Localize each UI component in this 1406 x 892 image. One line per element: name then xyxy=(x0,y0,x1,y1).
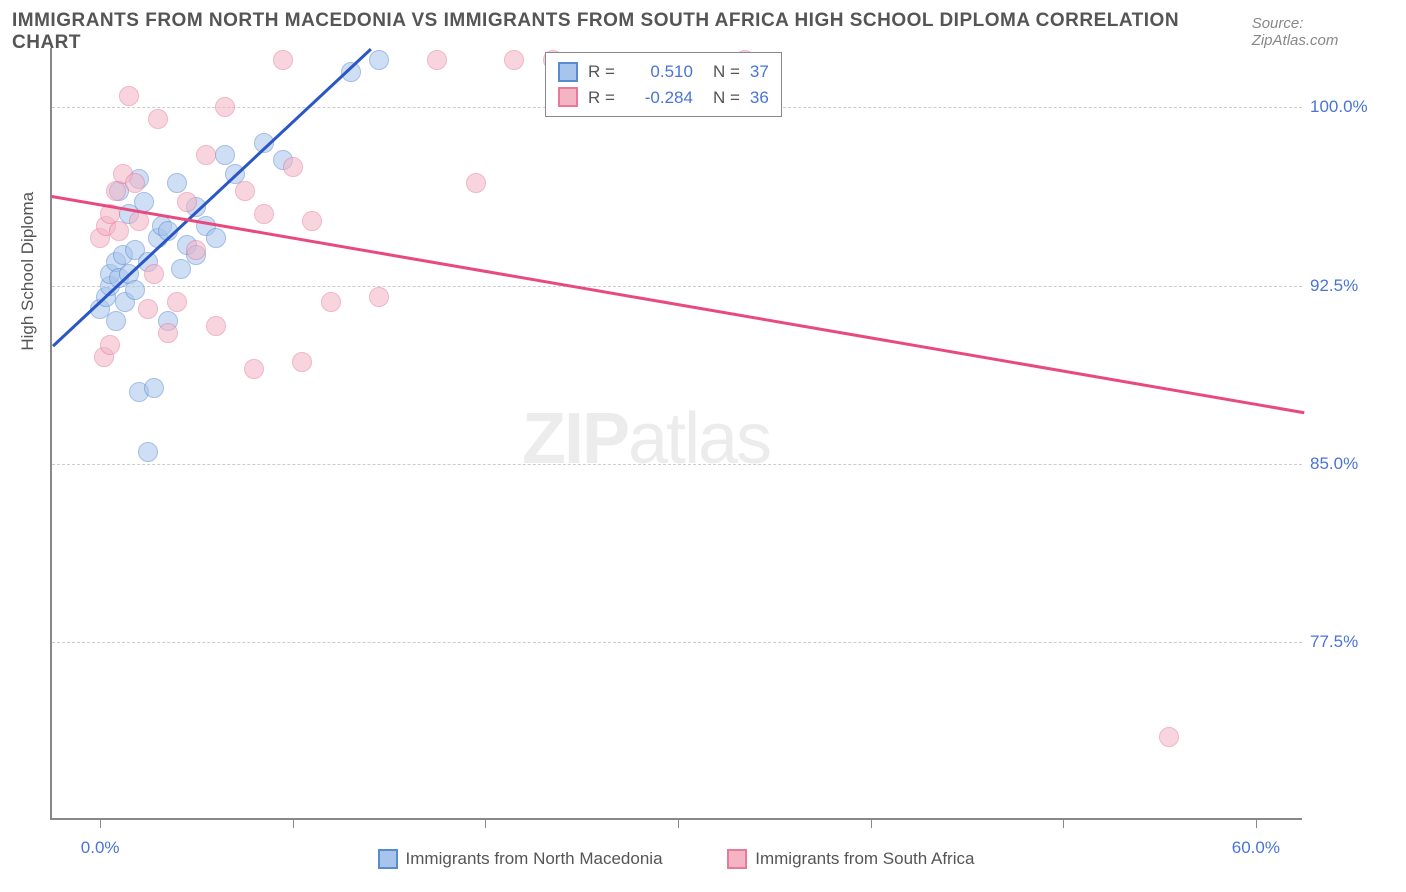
source-label: Source: ZipAtlas.com xyxy=(1252,15,1394,49)
scatter-point xyxy=(177,192,197,212)
scatter-point xyxy=(235,181,255,201)
legend-swatch xyxy=(558,87,578,107)
legend-label-a: Immigrants from North Macedonia xyxy=(406,849,663,869)
x-tick xyxy=(100,818,101,828)
r-label: R = xyxy=(588,59,615,85)
scatter-point xyxy=(171,259,191,279)
watermark: ZIPatlas xyxy=(522,398,770,480)
legend-swatch-a xyxy=(378,849,398,869)
legend-stats-row: R = 0.510 N = 37 xyxy=(558,59,769,85)
y-tick-label: 77.5% xyxy=(1310,632,1400,652)
n-label: N = xyxy=(713,59,740,85)
n-value: 37 xyxy=(750,59,769,85)
r-value: 0.510 xyxy=(625,59,693,85)
gridline xyxy=(52,642,1302,643)
scatter-point xyxy=(369,50,389,70)
scatter-point xyxy=(167,292,187,312)
y-tick-label: 92.5% xyxy=(1310,276,1400,296)
legend-stats-row: R = -0.284 N = 36 xyxy=(558,85,769,111)
scatter-point xyxy=(369,287,389,307)
legend-item-a: Immigrants from North Macedonia xyxy=(378,849,663,869)
legend-label-b: Immigrants from South Africa xyxy=(755,849,974,869)
scatter-point xyxy=(283,157,303,177)
gridline xyxy=(52,464,1302,465)
scatter-point xyxy=(206,316,226,336)
scatter-point xyxy=(254,204,274,224)
y-tick-label: 100.0% xyxy=(1310,97,1400,117)
scatter-point xyxy=(148,109,168,129)
legend-item-b: Immigrants from South Africa xyxy=(727,849,974,869)
y-tick-label: 85.0% xyxy=(1310,454,1400,474)
scatter-point xyxy=(138,299,158,319)
scatter-point xyxy=(186,240,206,260)
r-value: -0.284 xyxy=(625,85,693,111)
scatter-point xyxy=(466,173,486,193)
scatter-point xyxy=(129,211,149,231)
scatter-point xyxy=(125,173,145,193)
r-label: R = xyxy=(588,85,615,111)
scatter-point xyxy=(144,264,164,284)
scatter-point xyxy=(321,292,341,312)
scatter-point xyxy=(427,50,447,70)
scatter-point xyxy=(302,211,322,231)
n-value: 36 xyxy=(750,85,769,111)
x-tick xyxy=(485,818,486,828)
x-tick xyxy=(678,818,679,828)
scatter-point xyxy=(206,228,226,248)
scatter-point xyxy=(504,50,524,70)
x-tick xyxy=(1256,818,1257,828)
x-tick xyxy=(871,818,872,828)
scatter-point xyxy=(138,442,158,462)
scatter-point xyxy=(273,50,293,70)
scatter-point xyxy=(167,173,187,193)
x-tick xyxy=(293,818,294,828)
legend-stats-box: R = 0.510 N = 37 R = -0.284 N = 36 xyxy=(545,52,782,117)
scatter-point xyxy=(215,145,235,165)
scatter-point xyxy=(158,323,178,343)
scatter-point xyxy=(144,378,164,398)
scatter-point xyxy=(119,86,139,106)
scatter-point xyxy=(125,280,145,300)
scatter-point xyxy=(244,359,264,379)
watermark-bold: ZIP xyxy=(522,399,628,479)
x-tick xyxy=(1063,818,1064,828)
bottom-legend: Immigrants from North Macedonia Immigran… xyxy=(50,849,1302,874)
scatter-point xyxy=(292,352,312,372)
n-label: N = xyxy=(713,85,740,111)
scatter-point xyxy=(196,145,216,165)
legend-swatch xyxy=(558,62,578,82)
scatter-point xyxy=(100,335,120,355)
gridline xyxy=(52,286,1302,287)
watermark-thin: atlas xyxy=(628,399,770,479)
y-axis-label: High School Diploma xyxy=(18,192,38,351)
trend-line xyxy=(51,195,1304,414)
scatter-point xyxy=(106,311,126,331)
chart-plot-area: ZIPatlas 77.5%85.0%92.5%100.0%0.0%60.0% xyxy=(50,48,1302,820)
legend-swatch-b xyxy=(727,849,747,869)
scatter-point xyxy=(215,97,235,117)
scatter-point xyxy=(109,221,129,241)
scatter-point xyxy=(1159,727,1179,747)
